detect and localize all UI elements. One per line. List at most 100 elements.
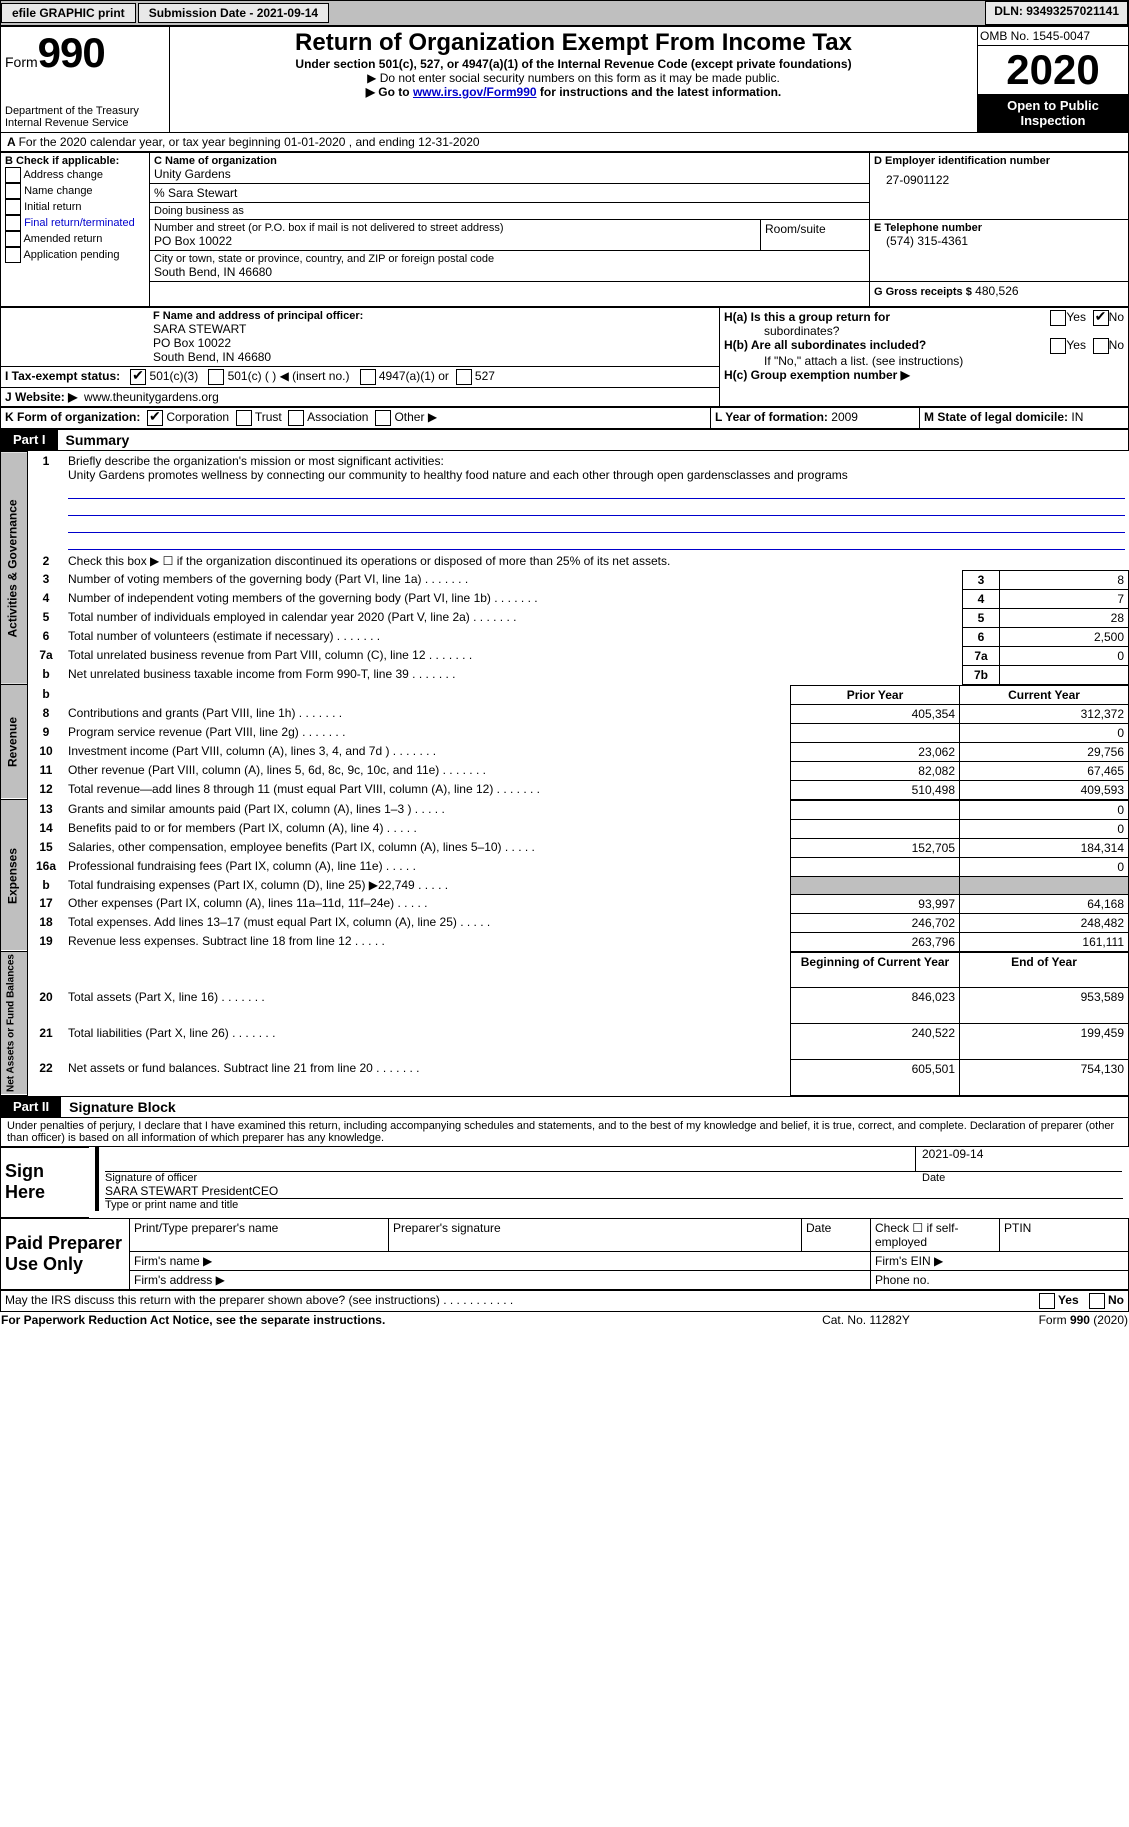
line2: Check this box ▶ ☐ if the organization d… [64,552,1129,571]
submission-date: Submission Date - 2021-09-14 [138,3,329,23]
check-trust[interactable] [236,410,252,426]
line-value: 2,500 [1000,627,1129,646]
form-note1: ▶ Do not enter social security numbers o… [174,71,973,85]
box-c-label: C Name of organization [154,155,865,167]
prior-year-value: 246,702 [791,913,960,932]
officer-name: SARA STEWART [153,322,715,336]
check-initial-return[interactable] [5,199,21,215]
line-num: 12 [28,780,65,799]
prior-year-value: 82,082 [791,761,960,780]
ein: 27-0901122 [874,167,1124,187]
check-ha-no[interactable] [1093,310,1109,326]
firm-name-label: Firm's name ▶ [130,1251,871,1270]
tax-year: 2020 [1006,46,1099,93]
street-address: PO Box 10022 [154,234,756,248]
line-value [1000,665,1129,684]
room-suite-label: Room/suite [761,220,870,251]
line-label: Net unrelated business taxable income fr… [64,665,963,684]
prior-year-value [791,819,960,838]
vlabel-net-assets: Net Assets or Fund Balances [1,952,28,1095]
note2-post: for instructions and the latest informat… [537,85,782,99]
line-num: 14 [28,819,65,838]
check-final-return[interactable] [5,215,21,231]
line-num: 5 [28,608,65,627]
h-a-sub: subordinates? [724,324,839,338]
label-name-change: Name change [24,185,93,197]
line-label: Other expenses (Part IX, column (A), lin… [64,894,791,913]
check-association[interactable] [288,410,304,426]
check-address-change[interactable] [5,167,21,183]
form-footer-year: (2020) [1090,1313,1128,1327]
check-discuss-yes[interactable] [1039,1293,1055,1309]
check-amended-return[interactable] [5,231,21,247]
prep-sig-label: Preparer's signature [389,1218,802,1251]
line-label: Total assets (Part X, line 16) . . . . .… [64,988,791,1024]
sig-date-label: Date [916,1172,1122,1184]
check-other[interactable] [375,410,391,426]
check-527[interactable] [456,369,472,385]
check-hb-no[interactable] [1093,338,1109,354]
h-b-label: H(b) Are all subordinates included? [724,338,926,352]
addr-label: Number and street (or P.O. box if mail i… [154,222,756,234]
current-year-value: 0 [960,857,1129,876]
state-domicile: IN [1071,410,1083,424]
col-current-year: Current Year [960,685,1129,704]
check-application-pending[interactable] [5,247,21,263]
check-name-change[interactable] [5,183,21,199]
line-label: Total number of volunteers (estimate if … [64,627,963,646]
line-num: 3 [28,570,65,589]
part1-title: Summary [58,430,138,450]
line-num: 9 [28,723,65,742]
firm-ein-label: Firm's EIN ▶ [871,1251,1129,1270]
line-num: 18 [28,913,65,932]
check-501c3[interactable] [130,369,146,385]
telephone: (574) 315-4361 [874,234,1124,248]
prep-check-label: Check ☐ if self-employed [871,1218,1000,1251]
current-year-value: 161,111 [960,932,1129,951]
check-corporation[interactable] [147,410,163,426]
line-num: 22 [28,1059,65,1095]
line-num: 11 [28,761,65,780]
label-527: 527 [475,369,495,383]
check-hb-yes[interactable] [1050,338,1066,354]
line-label: Program service revenue (Part VIII, line… [64,723,791,742]
form-title: Return of Organization Exempt From Incom… [174,29,973,57]
check-ha-yes[interactable] [1050,310,1066,326]
efile-graphic-print[interactable]: efile GRAPHIC print [1,3,136,23]
line-label: Investment income (Part VIII, column (A)… [64,742,791,761]
prior-year-value [791,800,960,819]
label-discuss-no: No [1108,1293,1124,1307]
box-j-label: J Website: ▶ [5,390,77,404]
line-box: 4 [963,589,1000,608]
h-b-note: If "No," attach a list. (see instruction… [724,354,1124,368]
form-number: 990 [38,29,105,76]
line-num: 4 [28,589,65,608]
line-label: Grants and similar amounts paid (Part IX… [64,800,791,819]
prep-name-label: Print/Type preparer's name [130,1218,389,1251]
topbar: efile GRAPHIC print Submission Date - 20… [0,0,1129,26]
line-num: 21 [28,1024,65,1060]
label-yes2: Yes [1066,338,1086,352]
officer-addr2: South Bend, IN 46680 [153,350,715,364]
line-box: 7a [963,646,1000,665]
label-501c: 501(c) ( ) ◀ (insert no.) [228,369,350,383]
line-label: Revenue less expenses. Subtract line 18 … [64,932,791,951]
prior-year-value: 263,796 [791,932,960,951]
current-year-value: 67,465 [960,761,1129,780]
irs-link[interactable]: www.irs.gov/Form990 [413,85,537,99]
check-4947[interactable] [360,369,376,385]
line-num: 15 [28,838,65,857]
line-box: 6 [963,627,1000,646]
vlabel-governance: Activities & Governance [1,452,28,685]
line-value: 8 [1000,570,1129,589]
part2-label: Part II [1,1097,61,1117]
label-final-return: Final return/terminated [24,217,135,229]
col-end-year: End of Year [960,952,1129,988]
check-501c[interactable] [208,369,224,385]
label-501c3: 501(c)(3) [150,369,199,383]
line-label: Number of independent voting members of … [64,589,963,608]
label-yes: Yes [1066,310,1086,324]
label-no: No [1109,310,1124,324]
check-discuss-no[interactable] [1089,1293,1105,1309]
col-beginning-year: Beginning of Current Year [791,952,960,988]
